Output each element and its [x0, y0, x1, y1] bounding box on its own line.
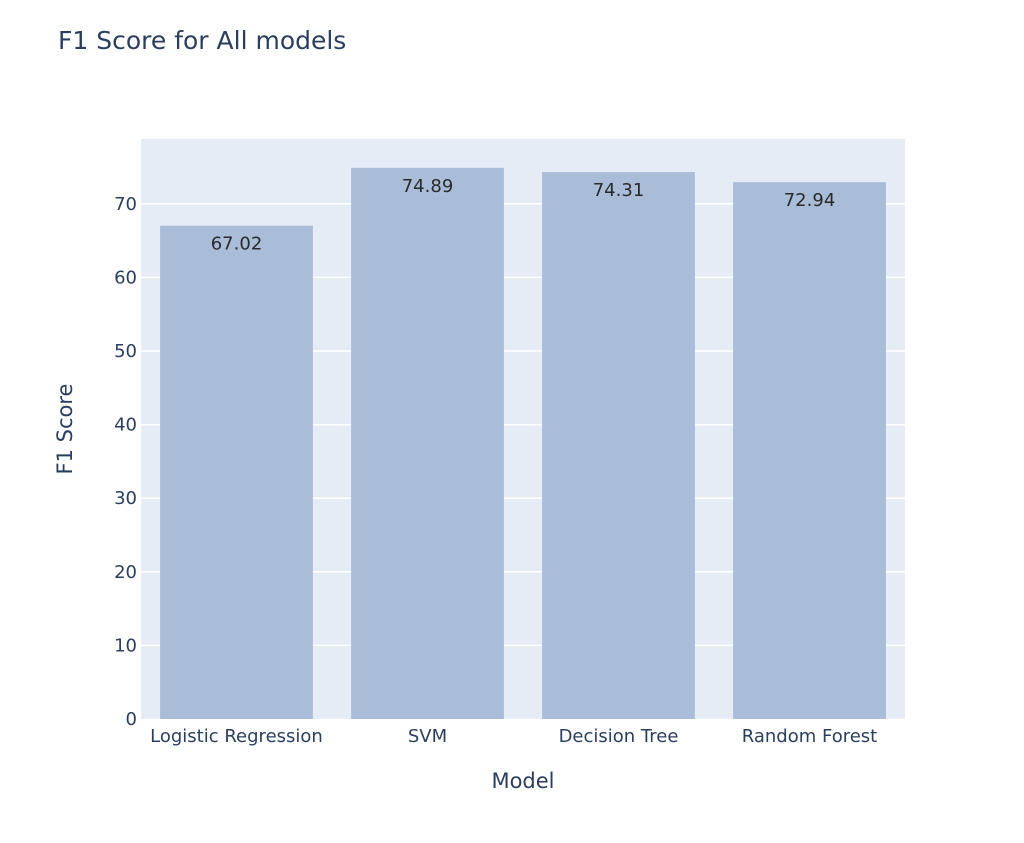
- bar: [733, 182, 886, 720]
- chart-title: F1 Score for All models: [58, 26, 347, 55]
- x-tick-label: Random Forest: [742, 726, 877, 747]
- y-axis-title: F1 Score: [53, 384, 77, 475]
- y-tick-label: 70: [114, 194, 137, 215]
- x-axis-title: Model: [491, 769, 554, 793]
- y-tick-label: 0: [126, 709, 137, 730]
- bar-data-label: 67.02: [211, 234, 263, 255]
- x-axis-ticks: Logistic Regression SVM Decision Tree Rando…: [150, 726, 877, 747]
- y-axis-ticks: 0 10 20 30 40 50 60 70: [114, 194, 137, 730]
- bar: [351, 167, 504, 720]
- bar: [160, 225, 313, 720]
- x-tick-label: Logistic Regression: [150, 726, 323, 747]
- y-tick-label: 50: [114, 341, 137, 362]
- y-tick-label: 60: [114, 267, 137, 288]
- x-tick-label: SVM: [408, 726, 447, 747]
- y-tick-label: 10: [114, 635, 137, 656]
- y-tick-label: 40: [114, 415, 137, 436]
- bar-data-label: 72.94: [784, 190, 836, 211]
- x-tick-label: Decision Tree: [559, 726, 679, 747]
- bar-data-label: 74.31: [593, 180, 645, 201]
- y-tick-label: 20: [114, 562, 137, 583]
- bar-data-label: 74.89: [402, 176, 454, 197]
- bar: [542, 172, 695, 719]
- y-tick-label: 30: [114, 488, 137, 509]
- bars: 67.02 74.89 74.31 72.94: [160, 167, 886, 720]
